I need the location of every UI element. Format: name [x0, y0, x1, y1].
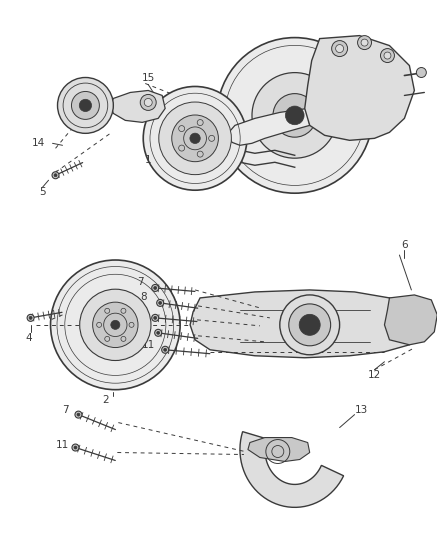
Circle shape	[77, 413, 80, 416]
Text: 1: 1	[145, 155, 152, 165]
Text: 12: 12	[368, 370, 381, 379]
Text: 6: 6	[401, 240, 408, 250]
Circle shape	[384, 52, 391, 59]
Circle shape	[179, 145, 185, 151]
Text: 2: 2	[102, 394, 109, 405]
Circle shape	[381, 49, 395, 62]
Circle shape	[54, 174, 57, 177]
Circle shape	[111, 320, 120, 329]
Text: 11: 11	[56, 440, 69, 449]
Text: 9: 9	[137, 307, 144, 317]
Circle shape	[93, 302, 138, 348]
Circle shape	[157, 300, 164, 306]
Circle shape	[197, 119, 203, 126]
Circle shape	[57, 77, 113, 133]
Circle shape	[336, 45, 343, 53]
Circle shape	[104, 313, 127, 336]
Polygon shape	[305, 36, 414, 140]
Circle shape	[357, 36, 371, 50]
Circle shape	[155, 329, 162, 336]
Circle shape	[129, 322, 134, 327]
Circle shape	[97, 322, 102, 327]
Circle shape	[179, 126, 185, 132]
Circle shape	[79, 99, 92, 111]
Circle shape	[332, 41, 348, 56]
Circle shape	[162, 346, 169, 353]
Circle shape	[417, 68, 426, 77]
Circle shape	[29, 317, 32, 319]
Circle shape	[105, 336, 110, 341]
Circle shape	[172, 115, 219, 161]
Circle shape	[50, 260, 180, 390]
Text: 10: 10	[132, 323, 145, 333]
Circle shape	[152, 314, 159, 321]
Circle shape	[217, 38, 372, 193]
Circle shape	[154, 286, 157, 289]
Circle shape	[164, 348, 167, 351]
Text: 11: 11	[141, 340, 155, 350]
Circle shape	[157, 332, 160, 334]
Circle shape	[361, 39, 368, 46]
Circle shape	[75, 411, 82, 418]
Text: 7: 7	[137, 277, 144, 287]
Circle shape	[27, 314, 34, 321]
Circle shape	[121, 308, 126, 313]
Text: 13: 13	[355, 405, 368, 415]
Circle shape	[159, 301, 162, 304]
Circle shape	[286, 106, 304, 125]
Circle shape	[273, 94, 317, 137]
Polygon shape	[385, 295, 437, 345]
Circle shape	[289, 304, 331, 346]
Circle shape	[159, 102, 231, 175]
Polygon shape	[240, 432, 343, 507]
Polygon shape	[190, 290, 419, 358]
Circle shape	[121, 336, 126, 341]
Circle shape	[52, 172, 59, 179]
Circle shape	[72, 444, 79, 451]
Circle shape	[71, 92, 99, 119]
Circle shape	[143, 86, 247, 190]
Text: 5: 5	[39, 187, 46, 197]
Polygon shape	[110, 91, 165, 123]
Circle shape	[280, 295, 339, 355]
Circle shape	[154, 317, 157, 319]
Circle shape	[144, 99, 152, 107]
Circle shape	[190, 133, 200, 143]
Circle shape	[80, 289, 151, 360]
Text: 7: 7	[62, 405, 69, 415]
Text: 4: 4	[25, 333, 32, 343]
Circle shape	[152, 285, 159, 292]
Circle shape	[299, 314, 320, 335]
Circle shape	[208, 135, 215, 141]
Circle shape	[197, 151, 203, 157]
Circle shape	[105, 308, 110, 313]
Text: 8: 8	[140, 292, 147, 302]
Text: 15: 15	[141, 74, 155, 84]
Polygon shape	[248, 438, 310, 462]
Circle shape	[272, 446, 284, 457]
Circle shape	[140, 94, 156, 110]
Text: 14: 14	[32, 139, 45, 148]
Circle shape	[184, 127, 206, 150]
Polygon shape	[228, 108, 310, 146]
Circle shape	[252, 72, 338, 158]
Circle shape	[74, 446, 77, 449]
